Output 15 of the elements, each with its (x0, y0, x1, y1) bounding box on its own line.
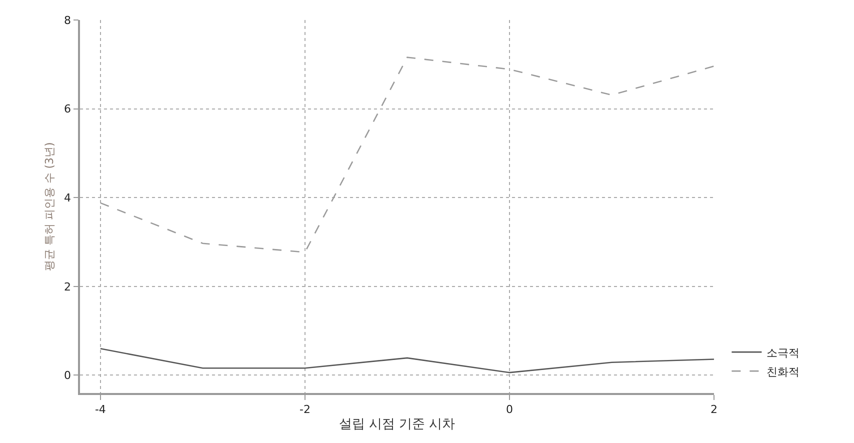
y-axis-title: 평균 특허 피인용 수 (3년) (43, 142, 56, 271)
legend-label: 친화적 (766, 365, 800, 378)
x-tick-label: 0 (506, 402, 513, 416)
legend-label: 소극적 (766, 346, 800, 360)
x-axis-title: 설립 시점 기준 시차 (338, 417, 456, 432)
y-tick-label: 6 (64, 102, 72, 116)
y-tick-label: 8 (64, 14, 72, 27)
y-tick-label: 2 (64, 280, 72, 294)
y-tick-label: 4 (64, 191, 72, 204)
y-tick-label: 0 (64, 369, 72, 382)
x-tick-label: -4 (94, 402, 106, 416)
x-tick-label: -2 (299, 402, 310, 416)
x-tick-label: 2 (710, 402, 718, 416)
line-series (100, 56, 714, 253)
line-series (100, 348, 714, 374)
